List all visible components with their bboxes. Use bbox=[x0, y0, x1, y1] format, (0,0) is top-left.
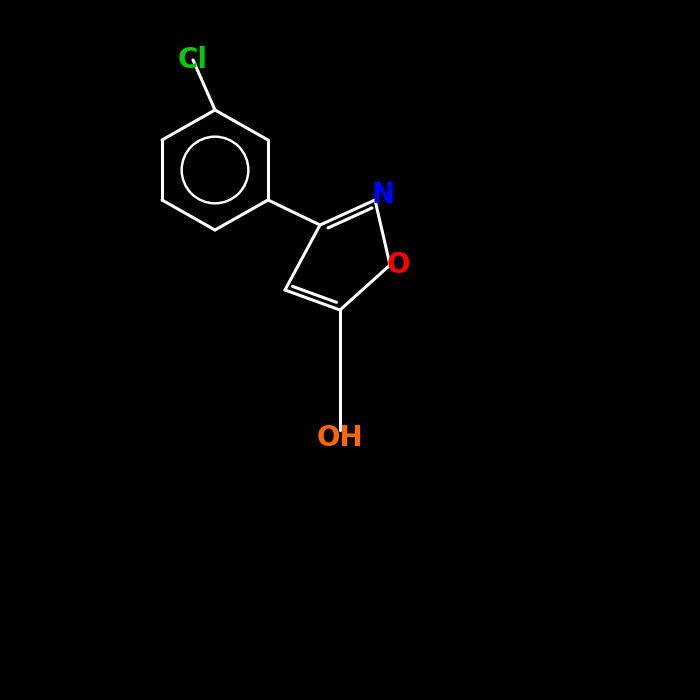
Text: N: N bbox=[372, 181, 395, 209]
Text: OH: OH bbox=[316, 424, 363, 452]
Text: O: O bbox=[386, 251, 410, 279]
Text: Cl: Cl bbox=[178, 46, 208, 74]
